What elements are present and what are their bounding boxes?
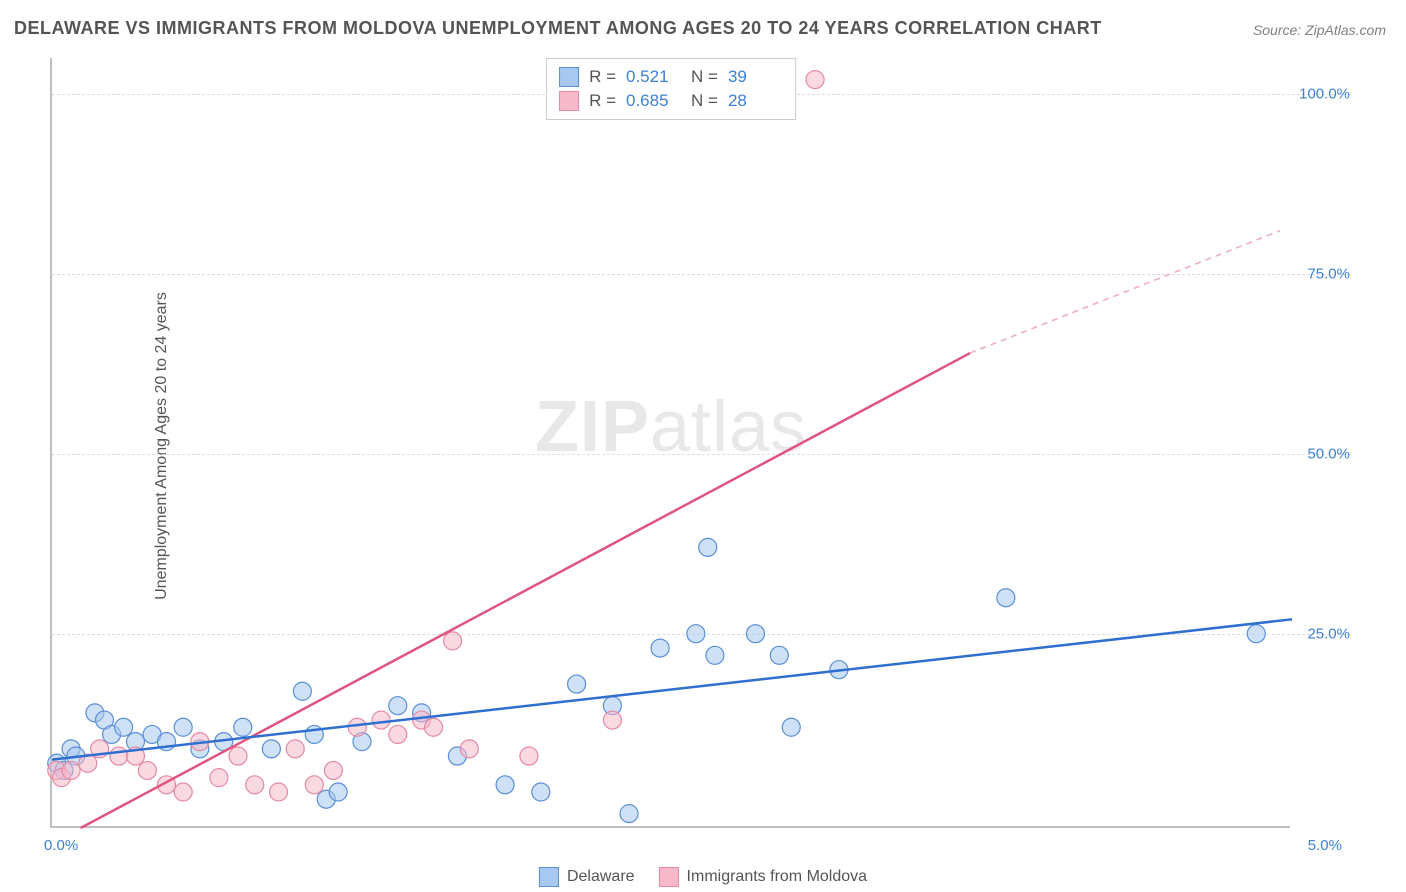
swatch-moldova: [659, 867, 679, 887]
r-label: R =: [589, 91, 616, 111]
x-tick-left: 0.0%: [44, 837, 78, 854]
y-tick-label: 25.0%: [1295, 625, 1350, 642]
y-tick-label: 50.0%: [1295, 445, 1350, 462]
legend-item-delaware: Delaware: [539, 867, 635, 887]
swatch-delaware: [559, 67, 579, 87]
n-value-moldova: 28: [728, 91, 783, 111]
swatch-delaware: [539, 867, 559, 887]
r-value-delaware: 0.521: [626, 67, 681, 87]
n-value-delaware: 39: [728, 67, 783, 87]
swatch-moldova: [559, 91, 579, 111]
n-label: N =: [691, 91, 718, 111]
r-label: R =: [589, 67, 616, 87]
x-tick-right: 5.0%: [1308, 837, 1342, 854]
legend-label-delaware: Delaware: [567, 868, 635, 886]
chart-title: DELAWARE VS IMMIGRANTS FROM MOLDOVA UNEM…: [14, 18, 1102, 39]
source-attribution: Source: ZipAtlas.com: [1253, 22, 1386, 38]
plot-area: ZIPatlas 25.0%50.0%75.0%100.0% R = 0.521…: [50, 58, 1290, 828]
stats-row-delaware: R = 0.521 N = 39: [559, 65, 783, 89]
stats-row-moldova: R = 0.685 N = 28: [559, 89, 783, 113]
stats-legend: R = 0.521 N = 39 R = 0.685 N = 28: [546, 58, 796, 120]
scatter-plot-svg: [52, 58, 1290, 826]
legend-label-moldova: Immigrants from Moldova: [687, 868, 868, 886]
r-value-moldova: 0.685: [626, 91, 681, 111]
y-tick-label: 75.0%: [1295, 265, 1350, 282]
legend-item-moldova: Immigrants from Moldova: [659, 867, 868, 887]
y-tick-label: 100.0%: [1295, 85, 1350, 102]
n-label: N =: [691, 67, 718, 87]
bottom-legend: Delaware Immigrants from Moldova: [539, 867, 867, 887]
